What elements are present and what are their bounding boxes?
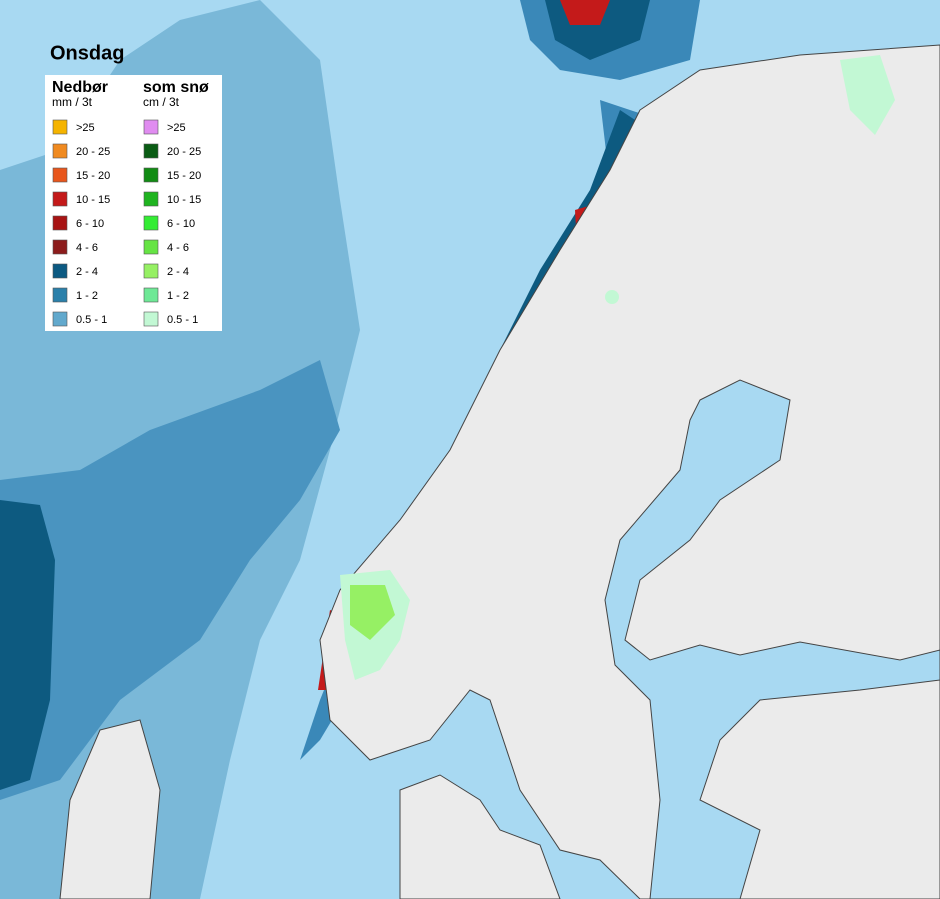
- snow-area: [605, 290, 619, 304]
- map-title: Onsdag: [50, 42, 124, 64]
- legend-swatch: [143, 311, 159, 327]
- legend-box: [45, 75, 222, 331]
- legend-unit: cm / 3t: [143, 95, 180, 109]
- legend-swatch: [143, 119, 159, 135]
- legend-label: 15 - 20: [167, 170, 201, 182]
- denmark: [399, 774, 561, 899]
- legend-label: 6 - 10: [76, 218, 104, 230]
- legend-label: 20 - 25: [76, 146, 110, 158]
- legend-swatch: [52, 239, 68, 255]
- legend-swatch: [143, 239, 159, 255]
- legend-swatch: [52, 311, 68, 327]
- rain-area: [0, 360, 340, 800]
- legend-swatch: [143, 287, 159, 303]
- baltic-sea: [604, 379, 940, 899]
- legend-swatch: [52, 215, 68, 231]
- legend-label: 15 - 20: [76, 170, 110, 182]
- legend-swatch: [52, 167, 68, 183]
- legend-label: 4 - 6: [76, 242, 98, 254]
- legend-label: >25: [76, 122, 95, 134]
- legend-swatch: [52, 287, 68, 303]
- legend-heading: Nedbør: [52, 79, 108, 96]
- rain-area: [560, 0, 610, 25]
- legend-swatch: [52, 191, 68, 207]
- legend-swatch: [52, 263, 68, 279]
- legend-label: 0.5 - 1: [167, 314, 198, 326]
- legend-swatch: [143, 167, 159, 183]
- legend-swatch: [143, 263, 159, 279]
- snow-area: [840, 55, 895, 135]
- legend-unit: mm / 3t: [52, 95, 93, 109]
- legend-label: 4 - 6: [167, 242, 189, 254]
- legend-swatch: [143, 143, 159, 159]
- legend-label: 6 - 10: [167, 218, 195, 230]
- legend-label: 2 - 4: [76, 266, 98, 278]
- snow-area: [350, 585, 395, 640]
- rain-area: [0, 500, 55, 790]
- legend-label: 10 - 15: [76, 194, 110, 206]
- legend-swatch: [52, 119, 68, 135]
- legend-swatch: [52, 143, 68, 159]
- legend-swatch: [143, 215, 159, 231]
- legend-label: 1 - 2: [167, 290, 189, 302]
- snow-field: [340, 55, 895, 680]
- legend-label: >25: [167, 122, 186, 134]
- legend-label: 1 - 2: [76, 290, 98, 302]
- legend-label: 0.5 - 1: [76, 314, 107, 326]
- britain: [59, 719, 161, 899]
- legend-label: 20 - 25: [167, 146, 201, 158]
- legend-swatch: [143, 191, 159, 207]
- legend-heading: som snø: [143, 79, 209, 96]
- legend-label: 2 - 4: [167, 266, 189, 278]
- legend-label: 10 - 15: [167, 194, 201, 206]
